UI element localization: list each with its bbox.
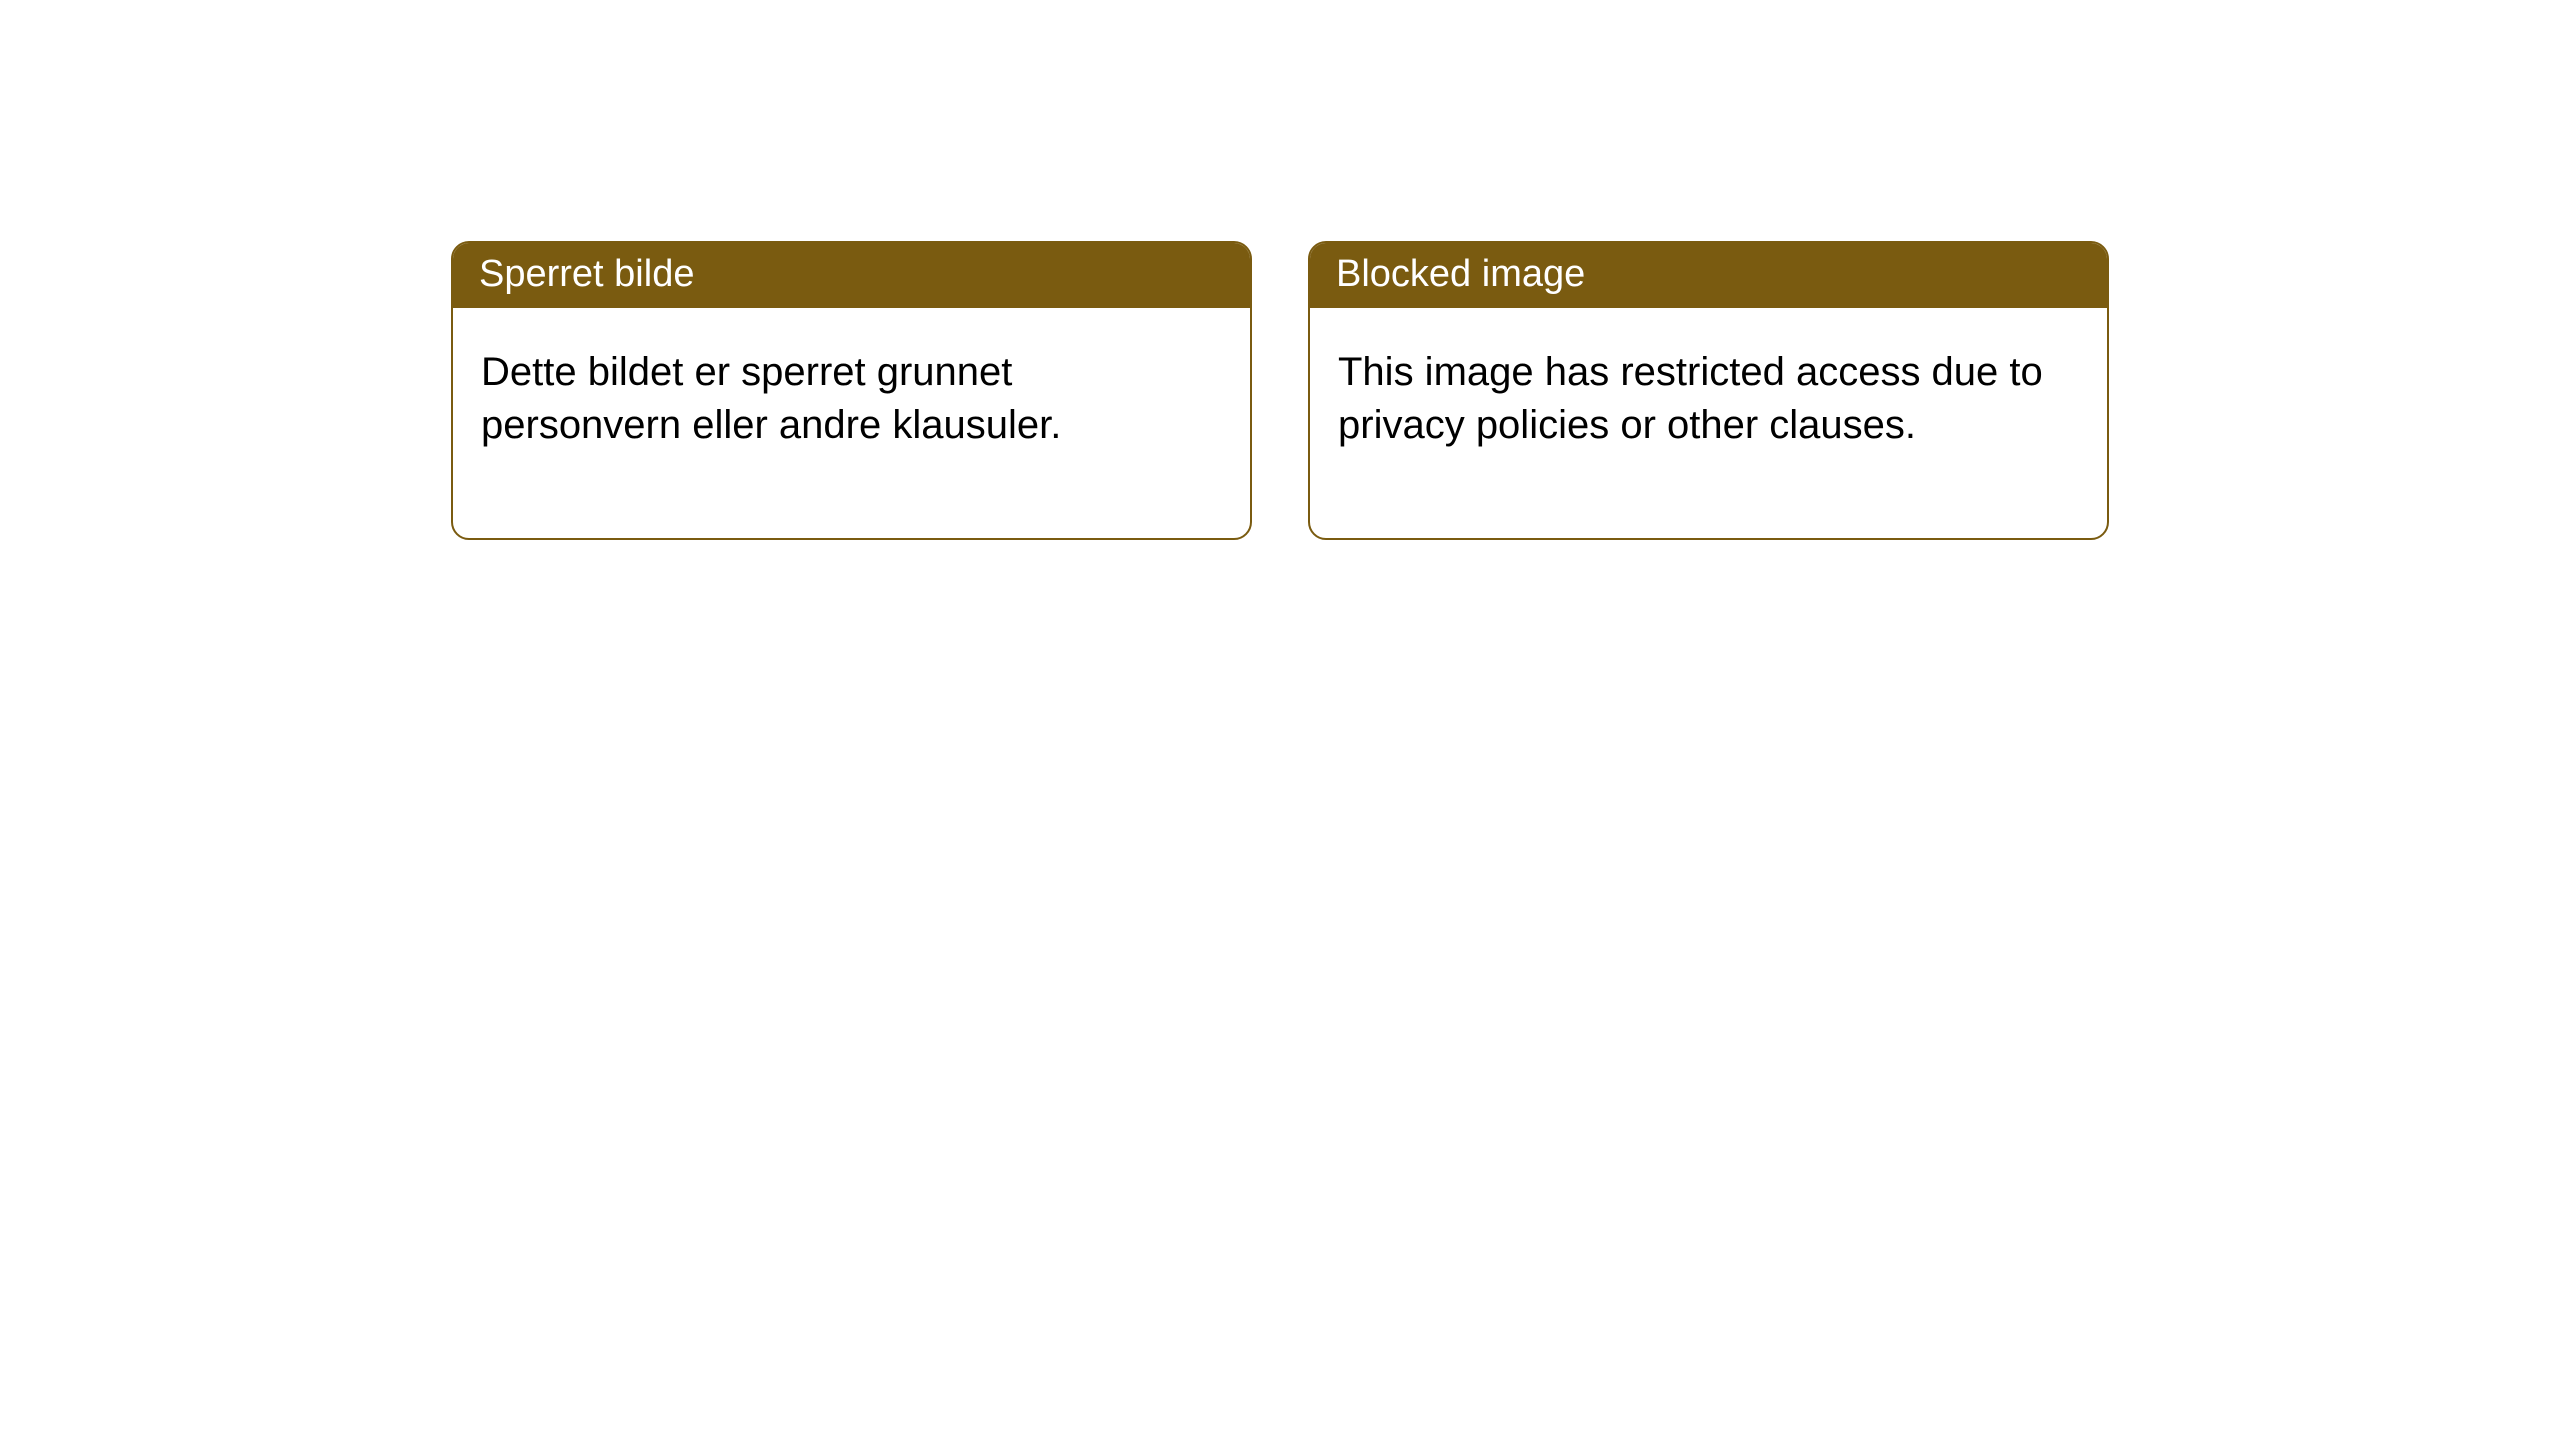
card-title-en: Blocked image <box>1336 253 1585 295</box>
blocked-image-card-en: Blocked image This image has restricted … <box>1308 241 2109 540</box>
card-text-no: Dette bildet er sperret grunnet personve… <box>481 350 1061 447</box>
card-header-no: Sperret bilde <box>453 243 1250 308</box>
card-text-en: This image has restricted access due to … <box>1338 350 2043 447</box>
card-header-en: Blocked image <box>1310 243 2107 308</box>
card-title-no: Sperret bilde <box>479 253 694 295</box>
card-body-en: This image has restricted access due to … <box>1310 308 2107 538</box>
card-body-no: Dette bildet er sperret grunnet personve… <box>453 308 1250 538</box>
blocked-image-card-no: Sperret bilde Dette bildet er sperret gr… <box>451 241 1252 540</box>
blocked-image-notices: Sperret bilde Dette bildet er sperret gr… <box>0 0 2560 540</box>
